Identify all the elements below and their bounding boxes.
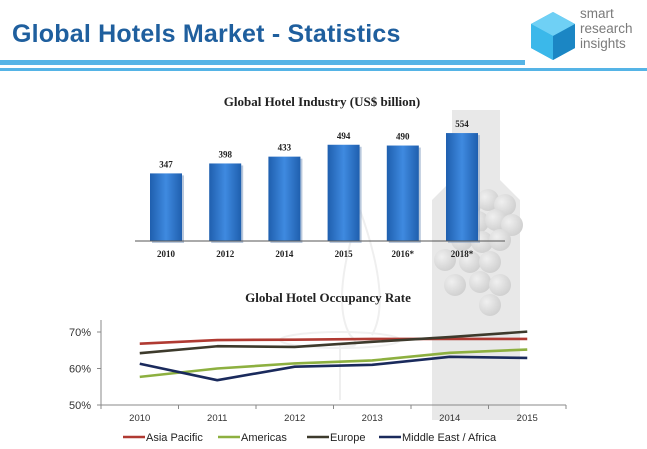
bar [446,133,478,241]
bar-category-label: 2012 [216,249,235,259]
brand-logo-icon [531,12,575,60]
series-line [139,337,528,345]
grape-decoration [469,271,491,293]
series-line [139,348,528,379]
bar-category-label: 2015 [335,249,354,259]
bar [209,163,242,241]
title-rule-top [0,60,525,65]
bar-category-label: 2014 [275,249,294,259]
bar-value-label: 554 [455,119,469,129]
y-tick-label: 70% [69,327,91,339]
brand-word-3: insights [580,36,626,51]
legend-label: Europe [330,432,365,444]
bar [150,173,182,241]
grape-decoration [444,274,466,296]
x-tick-label: 2011 [207,413,227,424]
bar-category-label: 2010 [157,249,176,259]
grape-decoration [459,251,481,273]
bar-category-label: 2016* [392,249,415,259]
grape-decoration [489,274,511,296]
series-line [139,330,528,355]
bar-value-label: 398 [218,149,232,159]
legend-label: Asia Pacific [146,432,203,444]
brand-word-1: smart [580,6,614,21]
x-tick-label: 2012 [284,413,305,424]
grape-decoration [479,294,501,316]
grape-decoration [489,229,511,251]
series-line [139,355,528,382]
grape-decoration [479,251,501,273]
bar-category-label: 2018* [451,249,474,259]
grape-decoration [434,249,456,271]
bar-value-label: 490 [396,132,410,142]
page-title: Global Hotels Market - Statistics [12,20,401,48]
x-tick-label: 2010 [129,413,150,424]
grape-decoration [477,189,499,211]
legend-label: Middle East / Africa [402,432,497,444]
bar-chart-plot: 347 2010 398 2012 433 2014 494 2015 490 2016* 554 2… [150,119,480,259]
bar-value-label: 433 [278,143,292,153]
bar-value-label: 347 [159,159,173,169]
y-tick-label: 50% [69,400,91,412]
y-tick-label: 60% [69,364,91,376]
brand-word-2: research [580,21,633,36]
grape-decoration [501,214,523,236]
title-rule-bottom [0,68,647,71]
x-tick-label: 2014 [439,413,460,424]
legend-label: Americas [241,432,287,444]
brand-wordmark: smart research insights [580,6,647,51]
bar [327,144,360,241]
line-chart-plot: 70% 60% 50% 2010 2011 2012 2013 2014 2015 [69,320,567,424]
bar-value-label: 494 [337,131,351,141]
bar [268,156,301,241]
line-chart-legend: Asia Pacific Americas Europe Middle East / … [123,432,497,444]
x-tick-label: 2013 [362,413,383,424]
bar-chart-title: Global Hotel Industry (US$ billion) [224,94,420,109]
x-tick-label: 2015 [517,413,538,424]
line-chart-title: Global Hotel Occupancy Rate [245,290,411,305]
bar [386,145,419,241]
